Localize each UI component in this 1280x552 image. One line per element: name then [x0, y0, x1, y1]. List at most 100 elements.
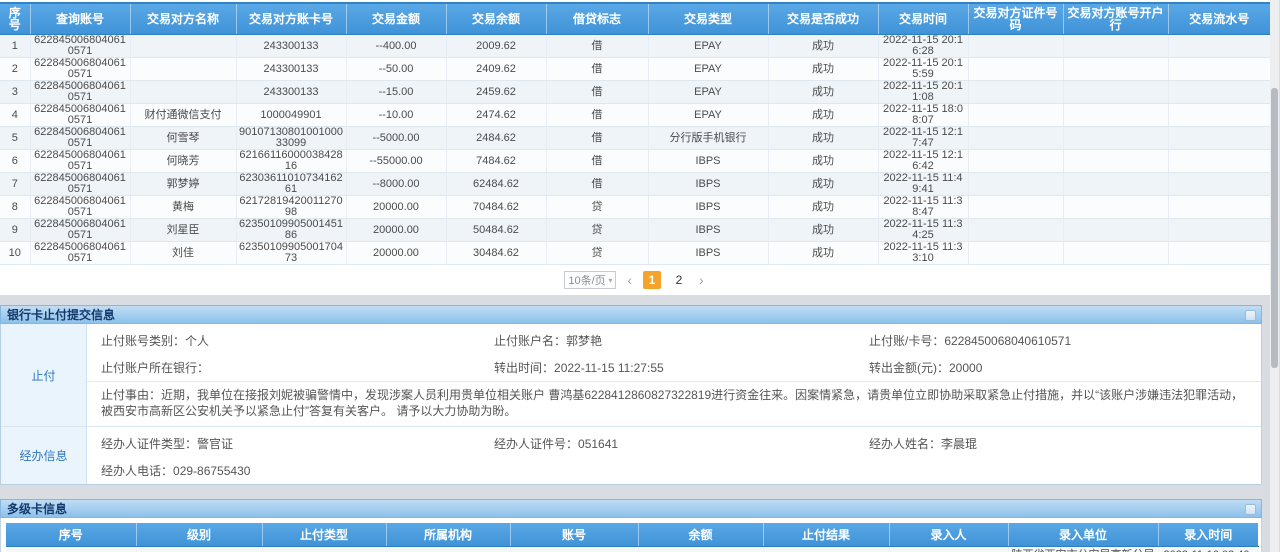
table-cell — [1063, 218, 1169, 242]
next-page-button[interactable]: › — [699, 272, 704, 288]
scrollbar-thumb[interactable] — [1271, 88, 1278, 368]
table-cell: 243300133 — [236, 80, 347, 104]
table-cell: IBPS — [648, 218, 769, 242]
table-cell: 成功 — [768, 241, 879, 265]
field-value: 2022-11-15 11:27:55 — [554, 361, 664, 375]
field-value: 李晨琨 — [941, 437, 978, 451]
table-row: 6 6228450068040610571 何晓芳 62166116000038428… — [0, 149, 1271, 173]
collapse-icon[interactable] — [1245, 504, 1256, 515]
stop-payment-group: 止付 止付账号类别：个人 止付账户名：郭梦艳 止付账/卡号：6228450068… — [1, 324, 1261, 427]
table-cell: 6235010990500145186 — [236, 218, 347, 242]
table-cell — [1168, 34, 1271, 58]
vertical-scrollbar[interactable] — [1270, 0, 1279, 552]
column-header: 止付结果 — [762, 523, 889, 547]
field-row: 止付账户所在银行： 转出时间：2022-11-15 11:27:55 转出金额(… — [87, 354, 1261, 381]
page-size-select[interactable]: 10条/页 ▾ — [564, 271, 617, 289]
column-header: 交易对方名称 — [129, 2, 236, 35]
table-row: 3 6228450068040610571 243300133 --15.00 2459… — [0, 80, 1271, 104]
field-label: 经办人电话： — [101, 464, 174, 478]
column-header: 录入人 — [888, 523, 1008, 547]
transactions-table: 序号 查询账号 交易对方名称 交易对方账卡号 交易金额 交易余额 借贷标志 交易类型 交易是否成… — [0, 2, 1271, 265]
table-cell: 20000.00 — [346, 218, 447, 242]
table-cell: 2022-11-15 20:15:59 — [878, 57, 969, 81]
field-value: 6228450068040610571 — [944, 334, 1072, 348]
column-header: 交易类型 — [647, 2, 768, 35]
table-cell: 2009.62 — [446, 34, 547, 58]
table-cell: 1 — [6, 546, 137, 552]
table-cell: 6228450068040610571 — [30, 126, 131, 150]
table-cell: IBPS — [648, 149, 769, 173]
field-label: 止付账户名： — [494, 334, 567, 348]
field-row: 经办人证件类型：警官证 经办人证件号：051641 经办人姓名：李晨琨 — [87, 427, 1261, 457]
table-cell: 2409.62 — [446, 57, 547, 81]
page-1-button[interactable]: 1 — [643, 271, 661, 289]
field-value: 近期，我单位在接报刘妮被骗警情中，发现涉案人员利用贵单位相关账户 曹鸿基6228… — [101, 388, 1244, 418]
table-cell — [1063, 34, 1169, 58]
table-cell: 第三方止付 — [262, 546, 387, 552]
table-cell — [968, 80, 1064, 104]
table-cell: IBPS — [648, 241, 769, 265]
table-cell: 1 — [0, 34, 31, 58]
stop-payment-section: 银行卡止付提交信息 止付 止付账号类别：个人 止付账户名：郭梦艳 止付账/卡号：… — [0, 305, 1262, 485]
table-cell: 2022-11-15 11:49:41 — [878, 172, 969, 196]
table-cell: 成功 — [768, 126, 879, 150]
table-cell: 2 — [0, 57, 31, 81]
table-cell: 2022-11-15 12:16:42 — [878, 149, 969, 173]
stop-reason-text: 止付事由：近期，我单位在接报刘妮被骗警情中，发现涉案人员利用贵单位相关账户 曹鸿… — [87, 381, 1261, 426]
field-label: 止付事由： — [101, 388, 162, 402]
table-cell — [1063, 80, 1169, 104]
table-cell — [1063, 172, 1169, 196]
table-cell — [1168, 172, 1271, 196]
table-cell: 6228450068040610571 — [30, 172, 131, 196]
table-cell — [1063, 103, 1169, 127]
column-header: 录入时间 — [1157, 523, 1258, 547]
table-cell — [968, 195, 1064, 219]
table-cell — [968, 149, 1064, 173]
table-cell: 分行版手机银行 — [648, 126, 769, 150]
field-label: 经办人证件类型： — [101, 437, 198, 451]
column-header: 止付类型 — [261, 523, 386, 547]
table-cell: 2022-11-15 11:38:47 — [878, 195, 969, 219]
table-cell: 陕西省西安市公安局高新分局刑警大队 — [1008, 546, 1159, 552]
table-cell: --5000.00 — [346, 126, 447, 150]
table-cell: 5 — [0, 126, 31, 150]
table-cell: --400.00 — [346, 34, 447, 58]
table-cell — [130, 57, 237, 81]
field-value: 郭梦艳 — [566, 334, 603, 348]
table-cell — [1063, 126, 1169, 150]
page-2-button[interactable]: 2 — [675, 273, 683, 287]
table-cell — [1168, 57, 1271, 81]
table-cell: 6228450068040610571 — [30, 34, 131, 58]
table-cell: 6235010990500170473 — [236, 241, 347, 265]
field-value: 029-86755430 — [173, 464, 251, 478]
table-cell: --50.00 — [346, 57, 447, 81]
table-cell — [1168, 103, 1271, 127]
column-header: 序号 — [0, 2, 30, 35]
table-cell: 9010713080100100033099 — [236, 126, 347, 150]
column-header: 录入单位 — [1007, 523, 1158, 547]
column-header: 交易对方账号开户行 — [1062, 2, 1168, 35]
table-cell: 2022-11-15 20:11:08 — [878, 80, 969, 104]
prev-page-button[interactable]: ‹ — [627, 272, 632, 288]
table-cell — [130, 80, 237, 104]
field-row: 经办人电话：029-86755430 — [87, 457, 1261, 484]
collapse-icon[interactable] — [1245, 310, 1256, 321]
transactions-header-row: 序号 查询账号 交易对方名称 交易对方账卡号 交易金额 交易余额 借贷标志 交易类型 交易是否成… — [0, 2, 1270, 35]
table-cell — [968, 57, 1064, 81]
table-cell: 20000.00 — [346, 241, 447, 265]
table-cell: 6228450068040610571 — [30, 149, 131, 173]
table-cell: 借 — [546, 172, 649, 196]
table-cell — [968, 34, 1064, 58]
table-cell: 6228450068040610571 — [30, 103, 131, 127]
table-cell — [1063, 241, 1169, 265]
table-cell: 2022-11-15 12:17:47 — [878, 126, 969, 150]
table-cell: 6 — [0, 149, 31, 173]
table-cell: 9 — [0, 218, 31, 242]
transactions-panel: 序号 查询账号 交易对方名称 交易对方账卡号 交易金额 交易余额 借贷标志 交易类型 交易是否成… — [0, 0, 1271, 295]
table-cell: EPAY — [648, 57, 769, 81]
stop-payment-section-title: 银行卡止付提交信息 — [7, 308, 116, 322]
table-cell: 6216611600003842816 — [236, 149, 347, 173]
table-cell: 6228450068040610571 — [30, 195, 131, 219]
table-cell: 6228450068040610571 — [30, 241, 131, 265]
